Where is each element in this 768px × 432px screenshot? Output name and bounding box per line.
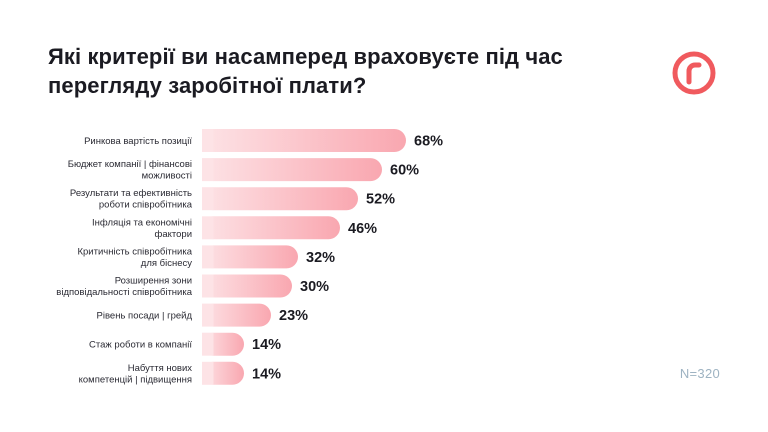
category-label-6-line-2: відповідальності співробітника [56, 287, 192, 298]
value-label-3: 52% [366, 192, 395, 208]
bar-1-left-edge [202, 129, 214, 152]
bar-6-left-edge [202, 274, 214, 298]
bar-4 [202, 216, 340, 240]
bar-7-left-edge [202, 303, 214, 327]
category-label-9-line-2: компетенцій | підвищення [79, 374, 192, 385]
bar-2 [202, 158, 382, 182]
bar-9-left-edge [202, 361, 214, 385]
bar-1 [202, 129, 406, 152]
bar-7 [202, 303, 271, 327]
page-title: Які критерії ви насамперед враховуєте пі… [48, 44, 563, 98]
value-label-1: 68% [414, 134, 443, 150]
value-label-8: 14% [252, 337, 281, 353]
bar-6 [202, 274, 292, 298]
bar-8-left-edge [202, 332, 214, 356]
category-label-1: Ринкова вартість позиції [84, 136, 192, 147]
bar-3 [202, 187, 358, 211]
bar-4-left-edge [202, 216, 214, 240]
category-label-3-line-2: роботи співробітника [99, 200, 193, 211]
category-label-4-line-1: Інфляція та економічні [92, 217, 192, 228]
category-label-5-line-1: Критичність співробітника [77, 246, 192, 257]
value-label-2: 60% [390, 163, 419, 179]
value-label-5: 32% [306, 250, 335, 266]
category-label-6-line-1: Розширення зони [115, 276, 192, 287]
bar-3-left-edge [202, 187, 214, 211]
bar-5-left-edge [202, 245, 214, 269]
value-label-4: 46% [348, 221, 377, 237]
r-circle-logo-icon [672, 51, 716, 95]
category-label-9-line-1: Набуття нових [128, 363, 192, 374]
category-label-8: Стаж роботи в компанії [89, 340, 192, 351]
bar-5 [202, 245, 298, 269]
category-label-4-line-2: фактори [155, 229, 192, 240]
bar-2-left-edge [202, 158, 214, 182]
category-label-2-line-1: Бюджет компанії | фінансові [68, 159, 192, 170]
value-label-6: 30% [300, 279, 329, 295]
value-label-9: 14% [252, 366, 281, 382]
category-label-3-line-1: Результати та ефективність [70, 188, 192, 199]
sample-size-note: N=320 [679, 366, 720, 381]
category-label-5-line-2: для біснесу [141, 258, 192, 269]
category-label-7: Рівень посади | грейд [97, 311, 193, 322]
value-label-7: 23% [279, 308, 308, 324]
category-label-2-line-2: можливості [142, 171, 192, 182]
